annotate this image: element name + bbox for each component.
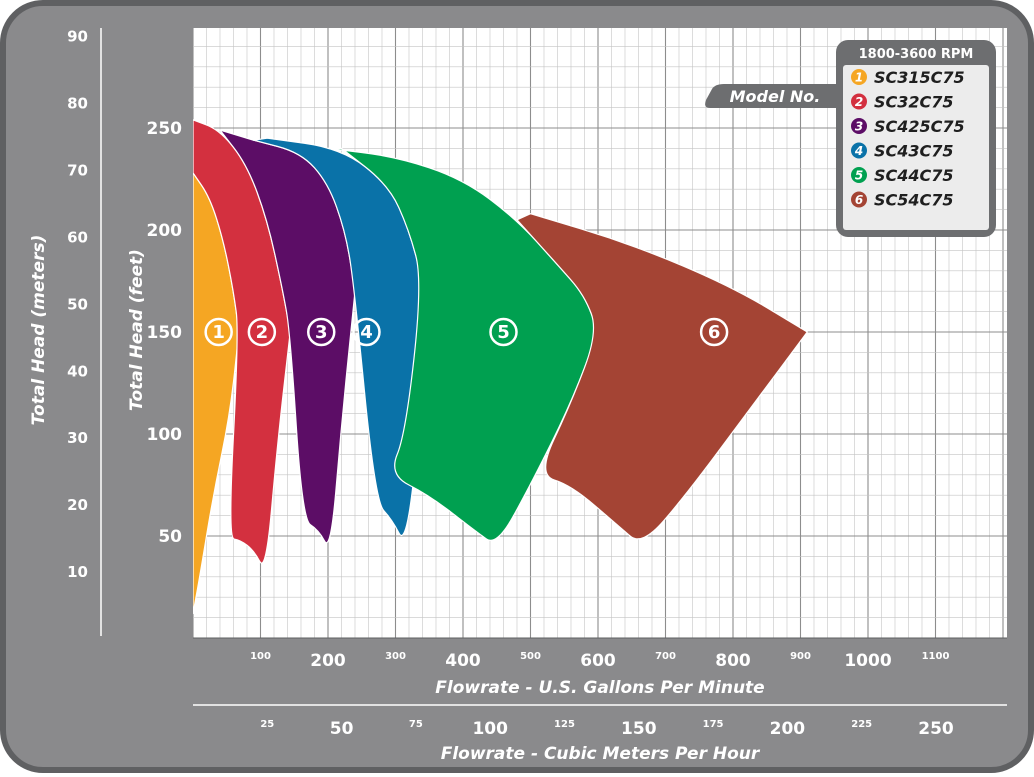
y-tick-label: 200 xyxy=(147,221,183,241)
x2-tick-label: 150 xyxy=(621,719,657,739)
series-marker-label: 3 xyxy=(315,322,328,343)
series-marker-SC425C75: 3 xyxy=(307,317,336,347)
legend-label: SC54C75 xyxy=(874,191,954,210)
x-tick-label: 400 xyxy=(445,651,481,671)
series-area-SC44C75 xyxy=(327,147,599,541)
legend-label: SC44C75 xyxy=(874,166,954,185)
series-marker-label: 4 xyxy=(360,322,373,343)
legend-tag: Model No. xyxy=(730,87,821,106)
legend-swatch xyxy=(851,69,867,85)
legend-label: SC32C75 xyxy=(874,93,954,112)
y2-tick-label: 10 xyxy=(67,563,88,581)
series-marker-SC315C75: 1 xyxy=(204,317,233,347)
series-marker-ring xyxy=(489,317,518,347)
y2-tick-label: 90 xyxy=(67,28,88,46)
y2-tick-label: 60 xyxy=(67,228,88,246)
series-marker-label: 6 xyxy=(708,322,721,343)
y-tick-label: 150 xyxy=(147,323,183,343)
legend-swatch xyxy=(851,167,867,183)
legend-item-SC54C75: 6 SC54C75 xyxy=(851,191,954,210)
x2-tick-label-minor: 25 xyxy=(260,719,274,730)
series-marker-ring xyxy=(204,317,233,347)
y2-axis-title: Total Head (meters) xyxy=(29,235,49,426)
legend-swatch-number: 4 xyxy=(854,144,863,158)
legend-swatch-number: 1 xyxy=(855,71,863,85)
series-marker-ring xyxy=(247,317,277,347)
x2-tick-label-minor: 225 xyxy=(851,719,872,730)
y-tick-label: 250 xyxy=(147,119,183,139)
x2-axis-title: Flowrate - Cubic Meters Per Hour xyxy=(441,744,761,764)
x-tick-label-minor: 300 xyxy=(385,651,406,662)
legend-item-SC44C75: 5 SC44C75 xyxy=(851,166,954,185)
legend-item-SC43C75: 4 SC43C75 xyxy=(851,142,954,161)
x-axis-title: Flowrate - U.S. Gallons Per Minute xyxy=(435,678,764,698)
legend-item-SC425C75: 3 SC425C75 xyxy=(851,117,965,136)
legend-swatch xyxy=(851,118,867,134)
x-tick-label: 1000 xyxy=(844,651,891,671)
x-tick-label-minor: 700 xyxy=(655,651,676,662)
x2-tick-label: 100 xyxy=(472,719,508,739)
series-marker-label: 1 xyxy=(212,322,225,343)
series-marker-SC54C75: 6 xyxy=(699,317,729,347)
series-marker-SC43C75: 4 xyxy=(352,317,381,347)
series-area-layer xyxy=(193,119,808,615)
y-tick-label: 50 xyxy=(158,527,182,547)
x-tick-label-minor: 1100 xyxy=(922,651,950,662)
x-tick-label-minor: 100 xyxy=(250,651,271,662)
legend-swatch xyxy=(851,93,867,110)
legend-header: 1800-3600 RPM xyxy=(859,47,974,62)
y-axis-title: Total Head (feet) xyxy=(127,249,147,411)
x2-tick-label-minor: 75 xyxy=(409,719,423,730)
y2-tick-label: 80 xyxy=(67,95,88,113)
series-marker-ring xyxy=(699,317,729,347)
x-tick-label: 600 xyxy=(580,651,616,671)
series-marker-SC32C75: 2 xyxy=(247,317,277,347)
legend-swatch-number: 3 xyxy=(855,120,863,134)
y-tick-label: 100 xyxy=(147,425,183,445)
legend-item-SC32C75: 2 SC32C75 xyxy=(851,93,954,112)
legend-label: SC43C75 xyxy=(874,142,954,161)
series-marker-label: 5 xyxy=(497,322,510,343)
x-tick-label: 800 xyxy=(715,651,751,671)
y2-tick-label: 30 xyxy=(67,429,88,447)
legend-body xyxy=(843,65,989,230)
legend-swatch xyxy=(851,191,867,208)
x2-tick-label: 250 xyxy=(918,719,954,739)
series-marker-ring xyxy=(352,317,381,347)
legend-swatch-number: 6 xyxy=(855,193,863,207)
x2-tick-label: 200 xyxy=(770,719,806,739)
y2-tick-label: 70 xyxy=(67,161,88,179)
legend: Model No. 1800-3600 RPM 1 SC315C75 2 SC32C75 3… xyxy=(705,40,996,237)
x2-tick-label-minor: 175 xyxy=(703,719,724,730)
x-tick-label-minor: 900 xyxy=(790,651,811,662)
series-marker-label: 2 xyxy=(256,322,269,343)
x-tick-label: 200 xyxy=(310,651,346,671)
series-marker-ring xyxy=(307,317,336,347)
series-marker-layer: 1 2 3 4 5 6 xyxy=(204,317,729,347)
x2-tick-label-minor: 125 xyxy=(554,719,575,730)
x-tick-label-minor: 500 xyxy=(520,651,541,662)
y2-tick-label: 40 xyxy=(67,362,88,380)
legend-item-SC315C75: 1 SC315C75 xyxy=(851,68,965,87)
series-marker-SC44C75: 5 xyxy=(489,317,518,347)
series-area-SC54C75 xyxy=(516,213,808,540)
y2-tick-label: 20 xyxy=(67,496,88,514)
legend-swatch-number: 5 xyxy=(855,169,863,183)
legend-label: SC315C75 xyxy=(874,68,965,87)
legend-swatch xyxy=(851,142,867,159)
legend-label: SC425C75 xyxy=(874,117,965,136)
x2-tick-label: 50 xyxy=(330,719,354,739)
legend-swatch-number: 2 xyxy=(855,95,863,109)
legend-tag-bg xyxy=(705,84,840,108)
y2-tick-label: 50 xyxy=(67,295,88,313)
